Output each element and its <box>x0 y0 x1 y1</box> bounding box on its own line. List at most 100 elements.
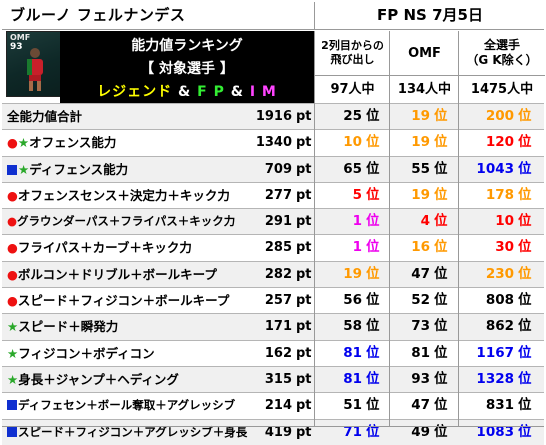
rank-unit: 位 <box>366 239 380 256</box>
table-row: ディフェセン＋ボール奪取＋アグレッシブ 214 pt 51 位 47 位 831 位 <box>2 392 544 418</box>
row-label: ★ディフェンス能力 <box>7 157 128 182</box>
rank-number: 51 <box>343 397 362 414</box>
rank-unit: 位 <box>366 213 380 230</box>
green-star-icon: ★ <box>17 135 30 151</box>
table-row: 全能力値合計 1916 pt 25 位 19 位 200 位 <box>2 103 544 130</box>
player-card: OMF 93 <box>6 31 61 97</box>
row-value: 419 <box>264 424 292 440</box>
rank-number: 81 <box>343 370 362 387</box>
rank-number: 56 <box>343 292 362 309</box>
table-row: ●ボルコン＋ドリブル＋ボールキープ 282 pt 19 位 47 位 230 位 <box>2 260 544 288</box>
green-star-icon: ★ <box>18 161 30 177</box>
rank-number: 10 <box>343 134 362 151</box>
rank-number: 862 <box>485 318 514 335</box>
rank-unit: 位 <box>434 186 448 203</box>
rank-unit: 位 <box>434 423 448 440</box>
column-count-omf: 134人中 <box>389 75 459 103</box>
row-label-text: フィジコン＋ボディコン <box>18 345 155 361</box>
red-circle-icon: ● <box>7 214 18 229</box>
row-label-text: 全能力値合計 <box>7 109 83 124</box>
column-header-2nd-line: 2列目からの 飛び出し <box>314 31 390 75</box>
table-row: ●フライパス＋カーブ＋キック力 285 pt 1 位 16 位 30 位 <box>2 234 544 260</box>
rank-number: 65 <box>343 160 362 177</box>
rank-unit: 位 <box>366 186 380 203</box>
target-legend: レジェンド <box>97 84 173 100</box>
row-unit: pt <box>296 187 312 203</box>
rank-number: 120 <box>485 134 514 151</box>
red-circle-icon: ● <box>7 293 18 309</box>
row-unit: pt <box>296 214 312 230</box>
row-value: 282 <box>264 266 292 282</box>
rank-number: 1 <box>352 213 362 230</box>
rank-number: 1043 <box>476 160 514 177</box>
row-label-text: オフェンスセンス＋決定力＋キック力 <box>17 187 230 203</box>
rank-number: 58 <box>343 318 362 335</box>
rank-unit: 位 <box>518 318 532 335</box>
red-circle-icon: ● <box>7 240 18 256</box>
divider <box>2 426 544 427</box>
rank-unit: 位 <box>366 134 380 151</box>
rank-number: 47 <box>411 265 430 282</box>
rank-number: 19 <box>411 134 430 151</box>
row-value: 709 <box>264 161 292 177</box>
rank-unit: 位 <box>518 134 532 151</box>
rank-number: 10 <box>495 213 514 230</box>
header-bar: ブルーノ フェルナンデス FP NS 7月5日 <box>2 2 544 30</box>
row-label: ★身長＋ジャンプ＋ヘディング <box>7 367 179 392</box>
row-label-text: ボルコン＋ドリブル＋ボールキープ <box>17 266 217 282</box>
rank-number: 1 <box>352 239 362 256</box>
column-header-omf: OMF <box>389 31 459 75</box>
row-label: ●スピード＋フィジコン＋ボールキープ <box>7 288 229 313</box>
column-count-2nd-line: 97人中 <box>314 75 390 103</box>
divider <box>314 31 315 427</box>
row-label: ●フライパス＋カーブ＋キック力 <box>7 235 192 260</box>
row-value: 277 <box>264 187 292 203</box>
card-rating: 93 <box>10 42 23 52</box>
row-value: 171 <box>264 319 292 335</box>
table-row: ●スピード＋フィジコン＋ボールキープ 257 pt 56 位 52 位 808 位 <box>2 287 544 313</box>
red-circle-icon: ● <box>7 135 18 151</box>
rank-number: 19 <box>411 108 430 124</box>
row-label: スピード＋フィジコン＋アグレッシブ＋身長 <box>7 420 247 445</box>
rank-unit: 位 <box>434 397 448 414</box>
rank-number: 71 <box>343 423 362 440</box>
blue-square-icon <box>7 164 17 175</box>
row-label-text: 身長＋ジャンプ＋ヘディング <box>18 371 179 387</box>
rank-number: 30 <box>495 239 514 256</box>
row-label-text: ディフェセン＋ボール奪取＋アグレッシブ <box>18 398 236 413</box>
row-unit: pt <box>296 240 312 256</box>
red-circle-icon: ● <box>7 266 18 282</box>
rank-number: 808 <box>485 292 514 309</box>
rank-number: 19 <box>343 265 362 282</box>
green-star-icon: ★ <box>7 371 19 387</box>
row-label-text: スピード＋瞬発力 <box>18 319 119 335</box>
card-position: OMF <box>10 33 31 42</box>
green-star-icon: ★ <box>7 345 19 361</box>
rank-number: 1167 <box>476 344 514 361</box>
rank-unit: 位 <box>434 160 448 177</box>
row-unit: pt <box>296 266 312 282</box>
rank-number: 5 <box>352 186 362 203</box>
row-label: ★フィジコン＋ボディコン <box>7 341 155 366</box>
row-label: ●グラウンダーパス＋フライパス＋キック力 <box>7 209 235 234</box>
ranking-table: 全能力値合計 1916 pt 25 位 19 位 200 位 ●★オフェンス能力 1340 pt 10 位… <box>2 103 544 445</box>
rank-unit: 位 <box>366 344 380 361</box>
rank-number: 230 <box>485 265 514 282</box>
rank-number: 19 <box>411 186 430 203</box>
row-value: 162 <box>264 345 292 361</box>
row-label: ★スピード＋瞬発力 <box>7 314 118 339</box>
rank-unit: 位 <box>518 344 532 361</box>
rank-unit: 位 <box>434 292 448 309</box>
rank-unit: 位 <box>434 213 448 230</box>
rank-unit: 位 <box>366 423 380 440</box>
column-count-all: 1475人中 <box>458 75 545 103</box>
row-unit: pt <box>296 398 312 414</box>
green-star-icon: ★ <box>7 319 19 335</box>
row-value: 1916 <box>255 109 292 124</box>
rank-number: 81 <box>343 344 362 361</box>
rank-number: 200 <box>485 108 514 124</box>
target-fp: F P <box>197 84 225 100</box>
rank-unit: 位 <box>518 239 532 256</box>
row-label: ●オフェンスセンス＋決定力＋キック力 <box>7 183 230 208</box>
